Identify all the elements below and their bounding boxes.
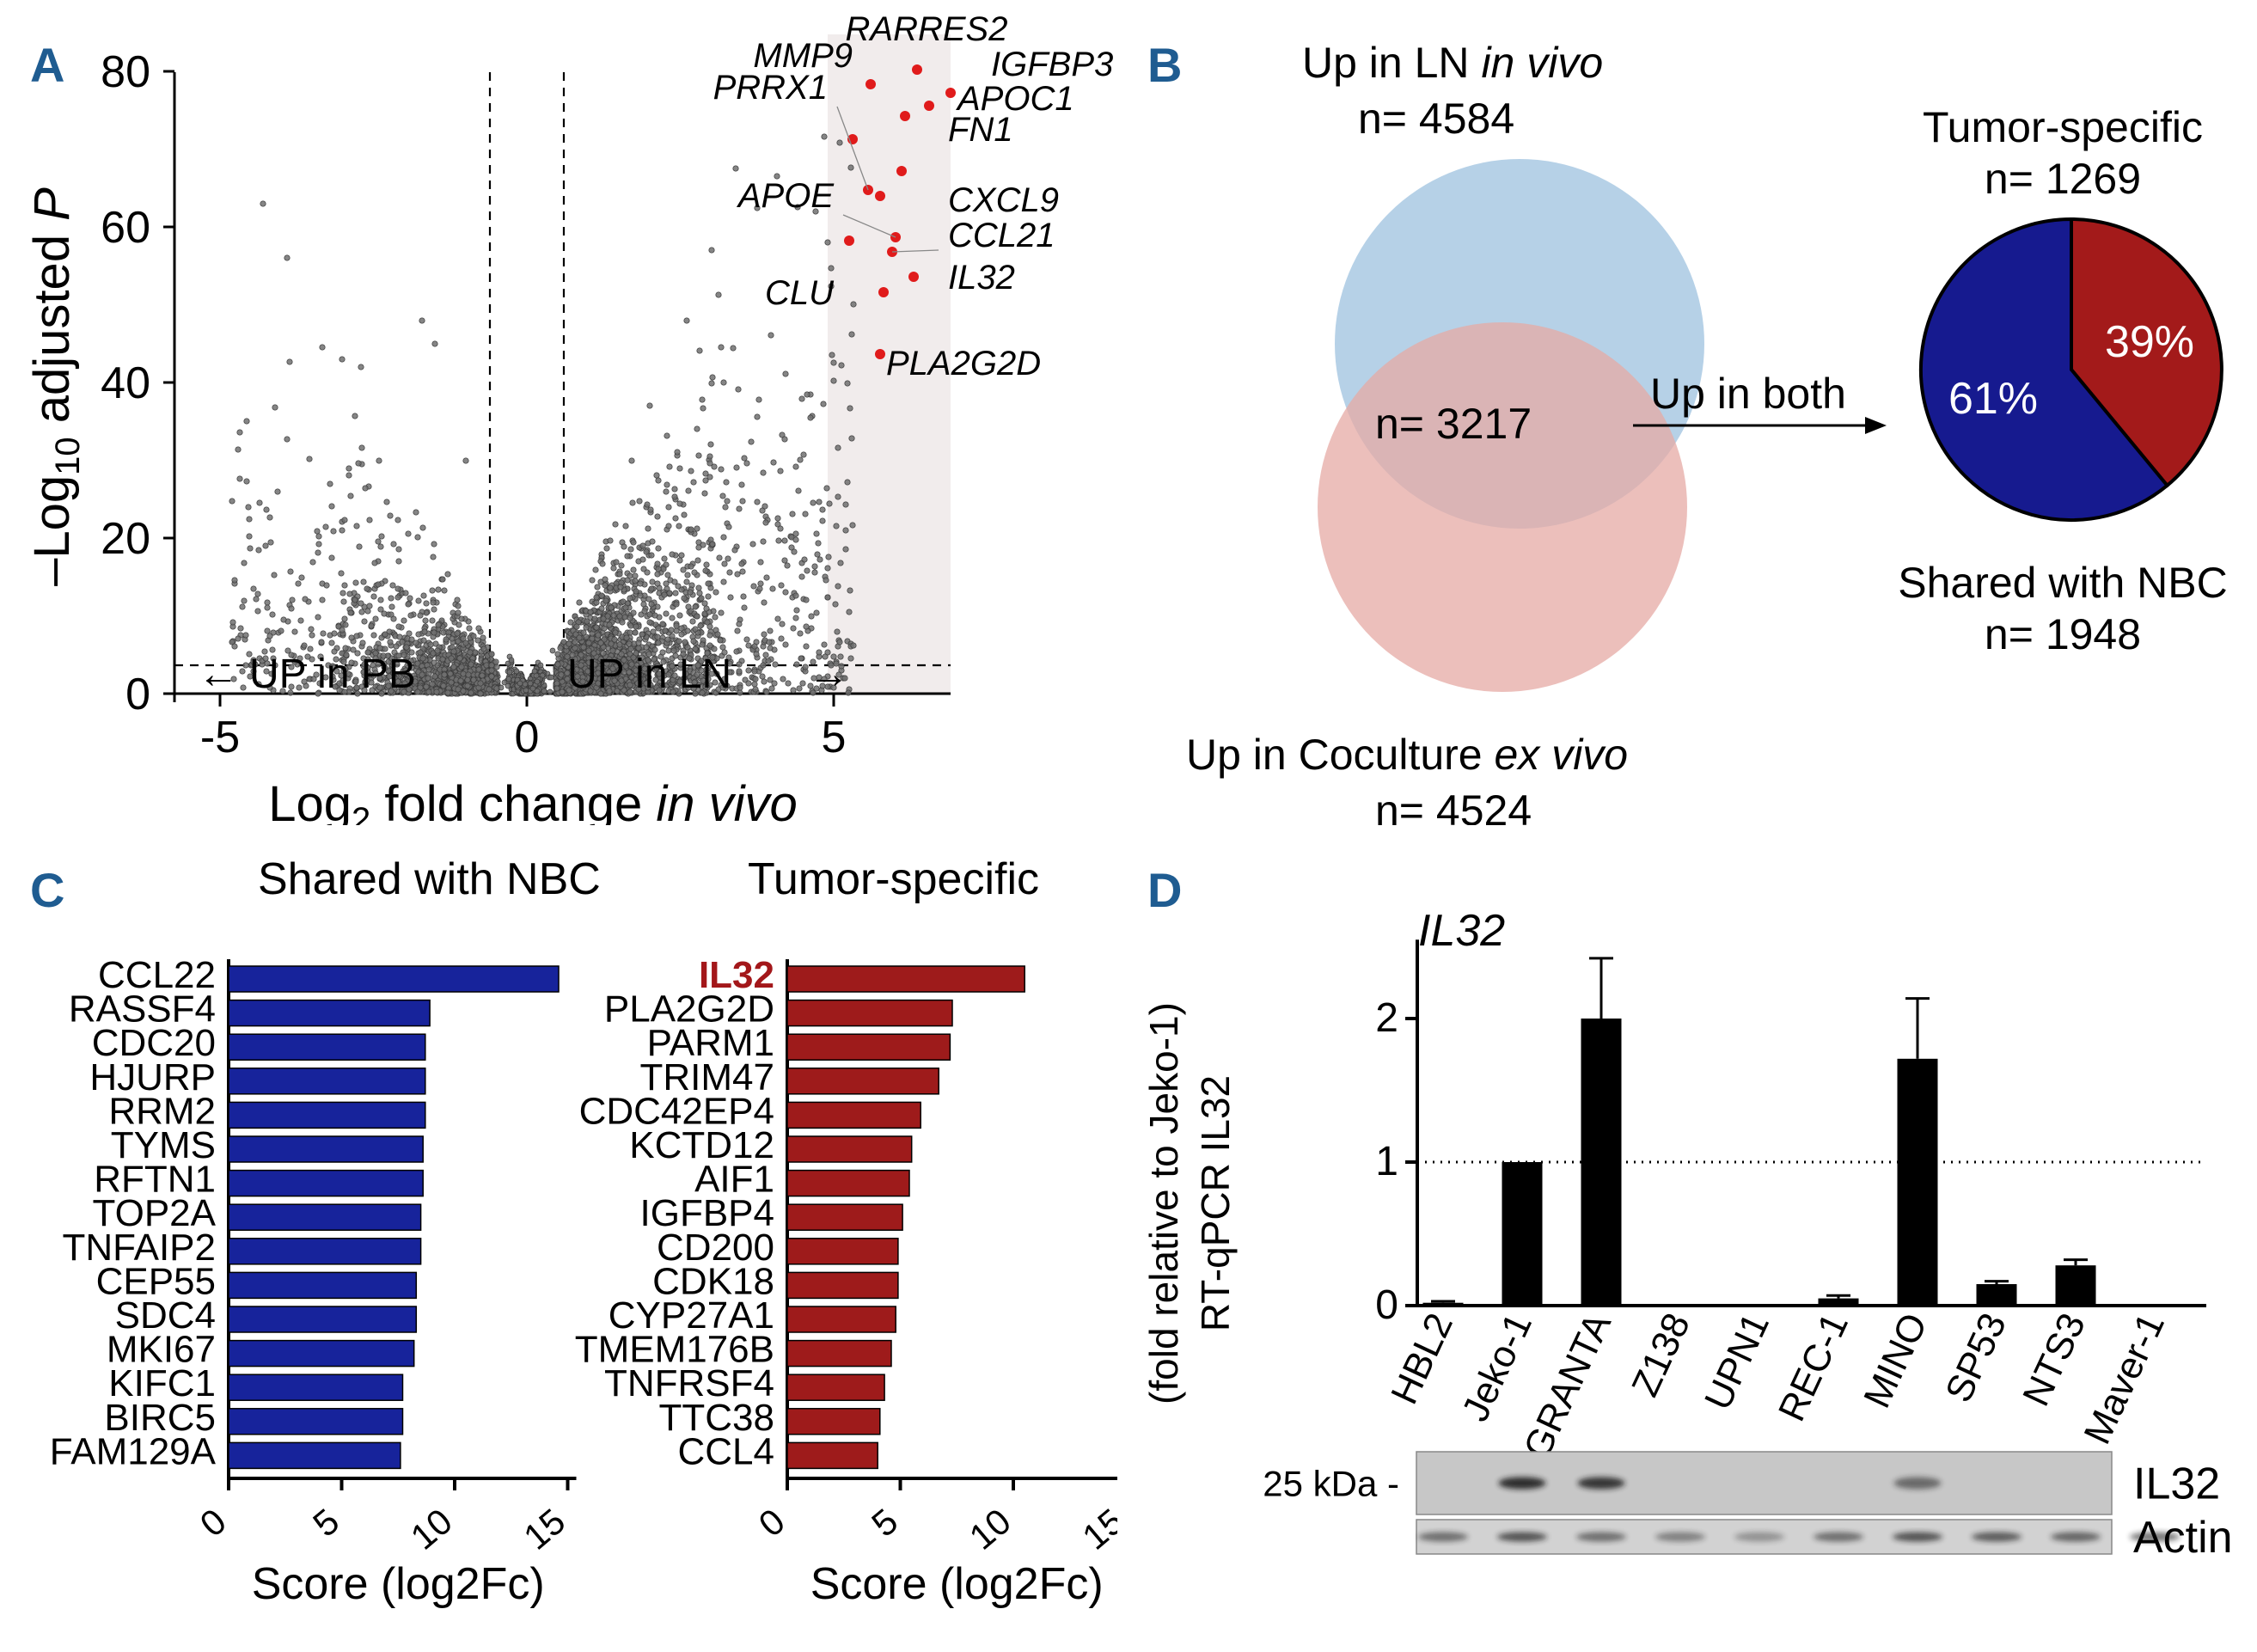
- svg-text:←: ←: [198, 652, 239, 697]
- svg-text:RT-qPCR IL32: RT-qPCR IL32: [1193, 1075, 1238, 1331]
- svg-text:Up in both: Up in both: [1650, 370, 1846, 418]
- svg-text:n= 3217: n= 3217: [1375, 400, 1532, 448]
- svg-text:1: 1: [1375, 1139, 1398, 1184]
- svg-text:n= 4584: n= 4584: [1358, 95, 1514, 143]
- svg-text:CCL4: CCL4: [678, 1430, 775, 1472]
- svg-text:CCL21: CCL21: [948, 217, 1055, 254]
- svg-text:Tumor-specific: Tumor-specific: [748, 854, 1039, 904]
- svg-text:-5: -5: [200, 713, 240, 762]
- svg-text:IL32: IL32: [1418, 906, 1505, 956]
- svg-text:39%: 39%: [2105, 317, 2194, 367]
- svg-text:Up in Coculture ex vivo: Up in Coculture ex vivo: [1186, 731, 1628, 779]
- svg-text:0: 0: [1375, 1282, 1398, 1328]
- svg-text:15: 15: [1074, 1501, 1117, 1557]
- svg-text:10: 10: [962, 1501, 1018, 1557]
- svg-text:CXCL9: CXCL9: [948, 181, 1059, 219]
- svg-text:Score (log2Fc): Score (log2Fc): [810, 1559, 1104, 1609]
- svg-text:MINO: MINO: [1856, 1307, 1936, 1415]
- svg-text:C: C: [30, 863, 64, 917]
- svg-text:61%: 61%: [1948, 374, 2038, 424]
- svg-text:IL32: IL32: [948, 259, 1015, 297]
- svg-text:→: →: [808, 652, 849, 697]
- svg-text:NTS3: NTS3: [2015, 1307, 2094, 1413]
- svg-text:0: 0: [125, 670, 150, 719]
- svg-text:Score (log2Fc): Score (log2Fc): [252, 1559, 545, 1609]
- svg-text:IL32: IL32: [2133, 1459, 2220, 1509]
- svg-text:80: 80: [101, 47, 150, 97]
- svg-text:FN1: FN1: [948, 111, 1013, 149]
- svg-text:PRRX1: PRRX1: [713, 69, 828, 107]
- svg-text:SP53: SP53: [1937, 1307, 2015, 1409]
- svg-text:Log2 fold change in vivo: Log2 fold change in vivo: [268, 776, 798, 825]
- svg-text:Z138: Z138: [1624, 1307, 1698, 1404]
- svg-text:25 kDa -: 25 kDa -: [1263, 1464, 1399, 1504]
- svg-text:15: 15: [516, 1501, 572, 1557]
- svg-text:2: 2: [1375, 995, 1398, 1041]
- svg-text:Tumor-specific: Tumor-specific: [1923, 103, 2203, 151]
- svg-text:APOE: APOE: [737, 177, 835, 215]
- svg-text:20: 20: [101, 514, 150, 564]
- svg-text:0: 0: [751, 1501, 792, 1545]
- svg-text:RARRES2: RARRES2: [846, 10, 1008, 48]
- svg-text:Jeko-1: Jeko-1: [1454, 1307, 1540, 1428]
- svg-text:Shared with NBC: Shared with NBC: [1898, 559, 2228, 607]
- svg-text:5: 5: [864, 1501, 905, 1545]
- svg-text:CLU: CLU: [765, 274, 835, 312]
- svg-text:B: B: [1147, 38, 1182, 92]
- svg-text:40: 40: [101, 358, 150, 408]
- svg-text:IGFBP3: IGFBP3: [991, 46, 1113, 83]
- svg-text:(fold relative to Jeko-1): (fold relative to Jeko-1): [1141, 1002, 1186, 1404]
- svg-text:D: D: [1147, 863, 1182, 917]
- svg-text:60: 60: [101, 203, 150, 253]
- svg-text:–Log10 adjusted P: –Log10 adjusted P: [24, 187, 87, 586]
- svg-text:UP in PB: UP in PB: [249, 652, 416, 697]
- svg-text:Up in LN in vivo: Up in LN in vivo: [1302, 39, 1603, 87]
- svg-text:REC-1: REC-1: [1771, 1307, 1856, 1428]
- svg-text:UP in LN: UP in LN: [567, 652, 731, 697]
- svg-text:UPN1: UPN1: [1697, 1307, 1777, 1416]
- svg-text:5: 5: [305, 1501, 346, 1545]
- svg-text:Shared with NBC: Shared with NBC: [258, 854, 601, 904]
- svg-text:Actin: Actin: [2133, 1513, 2233, 1563]
- svg-text:10: 10: [403, 1501, 460, 1557]
- svg-text:0: 0: [193, 1501, 234, 1545]
- svg-text:0: 0: [515, 713, 540, 762]
- svg-text:n= 4524: n= 4524: [1375, 786, 1532, 825]
- svg-text:n= 1269: n= 1269: [1985, 155, 2141, 203]
- svg-text:FAM129A: FAM129A: [50, 1430, 217, 1472]
- svg-text:A: A: [30, 38, 64, 92]
- svg-text:5: 5: [822, 713, 847, 762]
- svg-text:PLA2G2D: PLA2G2D: [886, 345, 1041, 382]
- svg-text:n= 1948: n= 1948: [1985, 610, 2141, 658]
